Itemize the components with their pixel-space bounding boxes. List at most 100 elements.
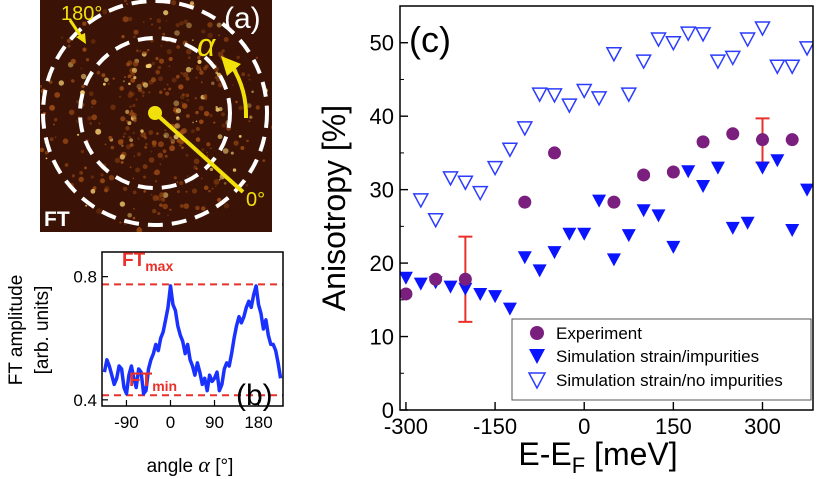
ft-speckle — [185, 190, 188, 193]
legend-box — [511, 318, 812, 401]
ft-speckle — [157, 211, 161, 216]
ft-speckle — [152, 143, 157, 148]
ft-speckle — [127, 60, 133, 66]
ft-speckle — [169, 208, 172, 211]
ft-speckle — [44, 151, 49, 155]
ft-speckle — [133, 29, 139, 35]
ft-min-label: FTmin — [129, 370, 177, 394]
ft-speckle — [35, 104, 39, 108]
ft-speckle — [217, 134, 223, 140]
point-strain-impurities — [740, 216, 755, 230]
ft-speckle — [150, 150, 153, 153]
ft-speckle — [187, 56, 191, 60]
panel-a-label: (a) — [224, 2, 261, 35]
ft-speckle — [127, 16, 133, 22]
ft-speckle — [139, 50, 142, 52]
ft-speckle — [157, 65, 162, 70]
ft-speckle-pattern — [35, 0, 272, 232]
x-tick-label: 300 — [744, 414, 781, 439]
ft-speckle — [122, 186, 128, 192]
point-strain-no-impurities — [694, 27, 712, 43]
point-strain-no-impurities — [783, 59, 801, 75]
ft-speckle — [49, 104, 55, 111]
x-tick-label: 0 — [578, 414, 590, 439]
ft-speckle — [84, 166, 87, 170]
ft-speckle — [156, 18, 162, 24]
ft-speckle — [133, 76, 137, 80]
ft-speckle — [218, 34, 220, 37]
ft-speckle — [154, 180, 157, 183]
point-strain-no-impurities — [620, 87, 638, 103]
ft-speckle — [126, 2, 129, 5]
ft-speckle — [180, 140, 185, 145]
ft-speckle — [181, 101, 184, 104]
ft-speckle — [214, 76, 218, 79]
ft-speckle — [215, 185, 217, 187]
ft-speckle — [179, 21, 184, 26]
point-strain-no-impurities — [427, 213, 444, 229]
ft-speckle — [131, 67, 138, 73]
ft-speckle — [125, 109, 130, 114]
rotation-arrow-head-icon — [221, 56, 241, 76]
ft-speckle — [98, 122, 101, 125]
ft-speckle — [82, 47, 87, 52]
point-strain-impurities — [696, 179, 711, 193]
ft-speckle — [186, 22, 192, 29]
ft-speckle — [181, 93, 185, 97]
ft-speckle — [248, 120, 251, 123]
y-tick-label: 40 — [370, 104, 394, 129]
ft-speckle — [40, 147, 45, 153]
point-strain-impurities — [443, 280, 458, 294]
ft-speckle — [197, 207, 200, 211]
point-strain-impurities — [710, 161, 725, 175]
ft-speckle — [159, 163, 162, 166]
ft-speckle — [206, 151, 209, 154]
ft-speckle — [131, 112, 137, 118]
ft-speckle — [102, 9, 108, 15]
ft-speckle — [218, 82, 223, 88]
point-strain-impurities — [815, 187, 829, 200]
inner-dashed-ring — [78, 36, 232, 190]
point-strain-no-impurities — [471, 185, 489, 202]
ft-speckle — [68, 109, 75, 116]
ft-speckle — [181, 103, 188, 109]
ft-speckle — [201, 206, 206, 211]
ft-speckle — [145, 143, 148, 146]
ft-speckle — [130, 78, 136, 83]
ft-speckle — [209, 113, 213, 118]
ft-speckle — [238, 135, 242, 138]
ft-speckle — [221, 49, 225, 53]
ft-speckle — [207, 22, 213, 28]
ft-speckle — [175, 23, 180, 28]
ft-speckle — [195, 76, 198, 80]
ft-speckle — [104, 77, 109, 83]
panel-b: -90 0 90 180 0.4 0.8 FTmax FTmin (b) angle α … — [6, 250, 284, 477]
error-bars — [458, 117, 770, 323]
ft-speckle — [80, 149, 85, 154]
ft-speckle — [67, 44, 71, 48]
ft-speckle — [255, 105, 260, 110]
ft-speckle — [132, 190, 137, 195]
point-strain-no-impurities — [754, 21, 771, 37]
ft-speckle — [197, 59, 202, 64]
ft-speckle — [132, 216, 136, 220]
angle-180-label: 180° — [61, 3, 102, 25]
panel-c-ticks: -300 -150 0 150 300 0 10 20 30 40 50 — [370, 31, 781, 439]
ft-speckle — [143, 175, 147, 179]
ft-speckle — [215, 107, 220, 112]
point-experiment — [518, 195, 532, 209]
ft-speckle — [174, 123, 181, 129]
ft-speckle — [211, 81, 215, 86]
point-experiment — [726, 127, 740, 141]
ft-speckle — [90, 39, 96, 44]
ft-speckle — [217, 51, 224, 58]
ft-speckle — [71, 174, 75, 178]
point-strain-impurities — [666, 240, 681, 254]
ft-speckle — [171, 77, 177, 83]
ft-speckle — [129, 138, 134, 143]
ft-speckle — [143, 135, 146, 138]
ft-speckle — [100, 173, 104, 177]
ft-speckle — [129, 143, 134, 147]
ft-speckle — [151, 77, 156, 83]
ft-speckle — [209, 167, 214, 172]
